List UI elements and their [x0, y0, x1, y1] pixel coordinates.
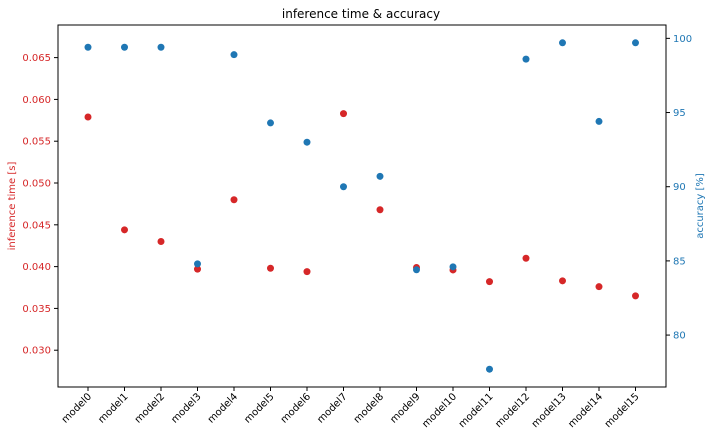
y-left-tick-label: 0.035 — [22, 304, 51, 315]
y-right-tick-label: 90 — [673, 182, 686, 193]
inference-time-point — [340, 110, 347, 118]
y-right-tick-label: 95 — [673, 108, 686, 119]
accuracy-point — [559, 39, 566, 47]
y-right-tick-label: 85 — [673, 256, 686, 267]
accuracy-point — [632, 39, 639, 47]
right-axis: 80 85 90 95 100 — [666, 34, 692, 342]
accuracy-point — [230, 51, 238, 59]
accuracy-point — [595, 117, 603, 125]
accuracy-point — [303, 138, 311, 146]
inference-time-point — [194, 265, 201, 273]
inference-time-point — [522, 254, 530, 262]
y-right-tick-label: 80 — [673, 331, 686, 342]
accuracy-point — [376, 172, 384, 180]
inference-time-point — [267, 264, 274, 272]
data-points — [84, 39, 639, 373]
y-axis-left-label: inference time [s] — [7, 162, 18, 251]
y-right-tick-label: 100 — [673, 34, 692, 45]
accuracy-point — [340, 183, 347, 191]
inference-time-point — [121, 226, 128, 234]
chart-title: inference time & accuracy — [282, 7, 440, 21]
accuracy-point — [157, 43, 165, 51]
left-axis: 0.030 0.035 0.040 0.045 0.050 0.055 0.060 0.065 — [22, 53, 58, 357]
y-left-tick-label: 0.060 — [22, 95, 51, 106]
inference-time-point — [632, 292, 639, 300]
y-left-tick-label: 0.050 — [22, 179, 51, 190]
accuracy-point — [84, 43, 92, 51]
y-left-tick-label: 0.045 — [22, 220, 51, 231]
inference-time-point — [230, 196, 238, 204]
y-left-tick-label: 0.030 — [22, 346, 51, 357]
y-axis-right-label: accuracy [%] — [695, 173, 706, 239]
inference-time-point — [595, 283, 603, 291]
accuracy-point — [449, 263, 457, 271]
y-left-tick-label: 0.065 — [22, 53, 51, 64]
inference-time-point — [559, 277, 566, 285]
accuracy-point — [121, 43, 128, 51]
accuracy-point — [267, 119, 274, 127]
inference-time-point — [84, 113, 92, 121]
inference-time-point — [486, 278, 493, 286]
inference-time-point — [376, 206, 384, 214]
plot-frame — [57, 24, 667, 388]
accuracy-point — [194, 260, 201, 268]
inference-time-point — [157, 238, 165, 246]
accuracy-point — [486, 365, 493, 373]
accuracy-point — [413, 266, 420, 274]
y-left-tick-label: 0.040 — [22, 262, 51, 273]
inference-time-point — [303, 268, 311, 276]
y-left-tick-label: 0.055 — [22, 137, 51, 148]
accuracy-point — [522, 55, 530, 63]
